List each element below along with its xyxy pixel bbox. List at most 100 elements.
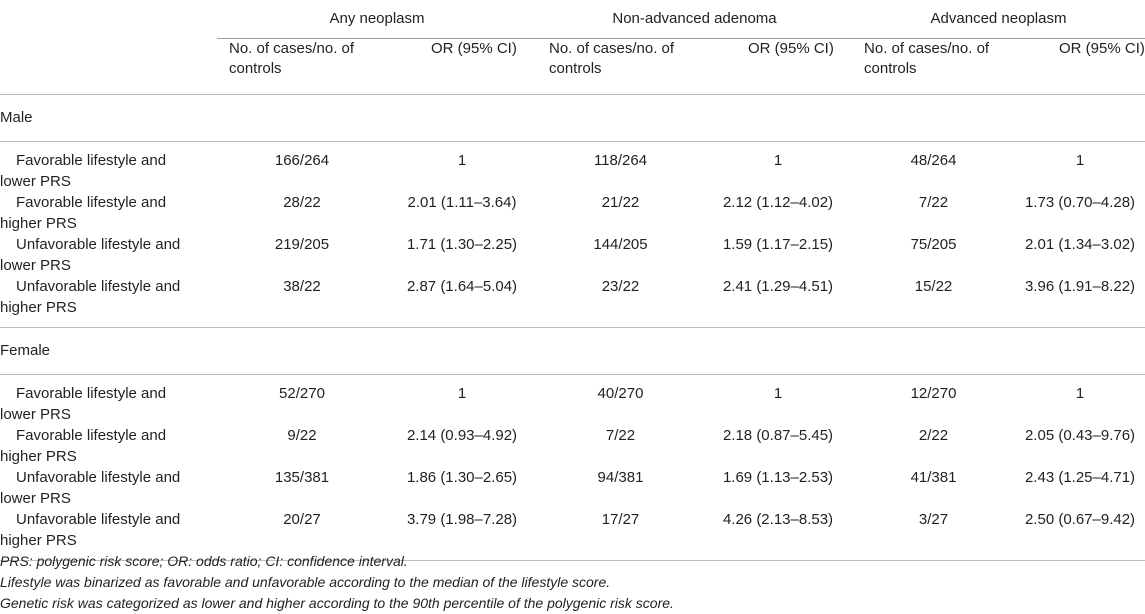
sub-header-cases: No. of cases/no. of controls (217, 38, 387, 95)
spacer-cell (0, 142, 1145, 151)
footnote-abbreviations: PRS: polygenic risk score; OR: odds rati… (0, 553, 408, 569)
group-header-row: Any neoplasm Non-advanced adenoma Advanc… (0, 0, 1145, 39)
row-label-line1: Favorable lifestyle and (16, 152, 167, 169)
row-label-line2: lower PRS (0, 490, 71, 507)
cell-adv-cases: 15/22 (914, 278, 953, 295)
cell-adv-cases: 75/205 (910, 236, 957, 253)
row-label: Favorable lifestyle and higher PRS (0, 425, 217, 467)
row-label-line2: lower PRS (0, 173, 71, 190)
row-label-line1: Unfavorable lifestyle and (16, 278, 181, 295)
cell-nonadv-cases: 7/22 (605, 427, 636, 444)
row-label: Unfavorable lifestyle and higher PRS (0, 509, 217, 551)
row-label: Unfavorable lifestyle and lower PRS (0, 467, 217, 509)
spacer-cell (0, 551, 1145, 561)
table-row: Unfavorable lifestyle and higher PRS 38/22… (0, 276, 1145, 318)
cell-any-cases: 52/270 (279, 385, 325, 402)
cell-any-cases: 20/27 (283, 511, 321, 528)
cell-adv-or: 1.73 (0.70–4.28) (1024, 194, 1136, 211)
cell-adv-or: 2.01 (1.34–3.02) (1024, 236, 1136, 253)
section-label: Male (0, 94, 1145, 142)
sub-header-cases: No. of cases/no. of controls (537, 38, 704, 95)
cell-any-or: 1 (457, 152, 467, 169)
cell-adv-or: 3.96 (1.91–8.22) (1024, 278, 1136, 295)
spacer-cell (0, 375, 1145, 384)
cell-any-or: 1.71 (1.30–2.25) (406, 236, 518, 253)
cell-any-cases: 38/22 (283, 278, 321, 295)
cell-nonadv-cases: 118/264 (593, 152, 648, 169)
footnote-genetic-risk: Genetic risk was categorized as lower an… (0, 595, 674, 611)
cell-nonadv-or: 1.59 (1.17–2.15) (722, 236, 834, 253)
corner-cell-sub (0, 38, 217, 95)
cell-adv-or: 2.05 (0.43–9.76) (1024, 427, 1136, 444)
row-label-line1: Favorable lifestyle and (16, 194, 167, 211)
spacer-row (0, 142, 1145, 151)
cell-adv-cases: 7/22 (918, 194, 949, 211)
cell-any-cases: 135/381 (274, 469, 330, 486)
cell-adv-cases: 2/22 (918, 427, 949, 444)
row-label: Favorable lifestyle and lower PRS (0, 383, 217, 425)
cell-any-or: 1.86 (1.30–2.65) (406, 469, 518, 486)
section-label: Female (0, 327, 1145, 375)
group-header-non-advanced-adenoma: Non-advanced adenoma (537, 0, 853, 39)
cell-nonadv-cases: 40/270 (597, 385, 644, 402)
table-row: Unfavorable lifestyle and lower PRS 219/20… (0, 234, 1145, 276)
cell-adv-cases: 12/270 (910, 385, 957, 402)
row-label-line1: Favorable lifestyle and (16, 427, 167, 444)
row-label: Favorable lifestyle and higher PRS (0, 192, 217, 234)
corner-cell (0, 0, 217, 39)
table-row: Unfavorable lifestyle and higher PRS 20/27… (0, 509, 1145, 551)
row-label-line1: Unfavorable lifestyle and (16, 469, 181, 486)
cell-any-cases: 219/205 (274, 236, 330, 253)
cell-adv-or: 2.43 (1.25–4.71) (1024, 469, 1136, 486)
spacer-cell (0, 318, 1145, 328)
row-label: Unfavorable lifestyle and lower PRS (0, 234, 217, 276)
cell-any-cases: 28/22 (283, 194, 321, 211)
cell-any-or: 2.87 (1.64–5.04) (406, 278, 518, 295)
results-table: Any neoplasm Non-advanced adenoma Advanc… (0, 0, 1145, 561)
table-row: Favorable lifestyle and higher PRS 28/22 2.… (0, 192, 1145, 234)
group-header-any-neoplasm: Any neoplasm (217, 0, 537, 39)
cell-any-or: 2.14 (0.93–4.92) (406, 427, 518, 444)
cell-nonadv-or: 1.69 (1.13–2.53) (722, 469, 834, 486)
row-label-line2: lower PRS (0, 257, 71, 274)
cell-nonadv-cases: 94/381 (597, 469, 644, 486)
cell-nonadv-cases: 17/27 (601, 511, 640, 528)
sub-header-or: OR (95% CI) (1015, 38, 1145, 95)
cell-nonadv-or: 4.26 (2.13–8.53) (722, 511, 834, 528)
spacer-row (0, 551, 1145, 561)
cell-any-or: 2.01 (1.11–3.64) (407, 194, 517, 211)
row-label: Favorable lifestyle and lower PRS (0, 150, 217, 192)
cell-adv-cases: 41/381 (910, 469, 957, 486)
spacer-row (0, 318, 1145, 328)
row-label-line1: Unfavorable lifestyle and (16, 511, 181, 528)
spacer-row (0, 375, 1145, 384)
sub-header-or: OR (95% CI) (704, 38, 853, 95)
cell-nonadv-or: 1 (773, 385, 783, 402)
row-label-line2: higher PRS (0, 532, 77, 549)
table-row: Favorable lifestyle and lower PRS 52/270 1 4… (0, 383, 1145, 425)
row-label-line1: Unfavorable lifestyle and (16, 236, 181, 253)
table-row: Favorable lifestyle and lower PRS 166/264 1… (0, 150, 1145, 192)
sub-header-or: OR (95% CI) (387, 38, 537, 95)
cell-nonadv-cases: 21/22 (601, 194, 640, 211)
section-row: Female (0, 327, 1145, 375)
row-label-line2: higher PRS (0, 448, 77, 465)
cell-adv-or: 1 (1075, 152, 1085, 169)
footnote-lifestyle: Lifestyle was binarized as favorable and… (0, 574, 611, 590)
cell-adv-or: 1 (1075, 385, 1085, 402)
cell-any-or: 1 (457, 385, 467, 402)
cell-nonadv-cases: 144/205 (593, 236, 648, 253)
cell-adv-cases: 48/264 (910, 152, 957, 169)
cell-any-cases: 166/264 (274, 152, 330, 169)
table-row: Unfavorable lifestyle and lower PRS 135/38… (0, 467, 1145, 509)
section-row: Male (0, 94, 1145, 142)
sub-header-row: No. of cases/no. of controls OR (95% CI)… (0, 38, 1145, 95)
row-label-line2: higher PRS (0, 299, 77, 316)
sub-header-cases: No. of cases/no. of controls (852, 38, 1016, 95)
table-row: Favorable lifestyle and higher PRS 9/22 2.1… (0, 425, 1145, 467)
footnotes: PRS: polygenic risk score; OR: odds rati… (0, 551, 1145, 614)
table-body: Male Favorable lifestyle and lower PRS 166/… (0, 94, 1145, 561)
cell-any-cases: 9/22 (287, 427, 317, 444)
group-header-advanced-neoplasm: Advanced neoplasm (852, 0, 1145, 39)
cell-nonadv-cases: 23/22 (601, 278, 640, 295)
